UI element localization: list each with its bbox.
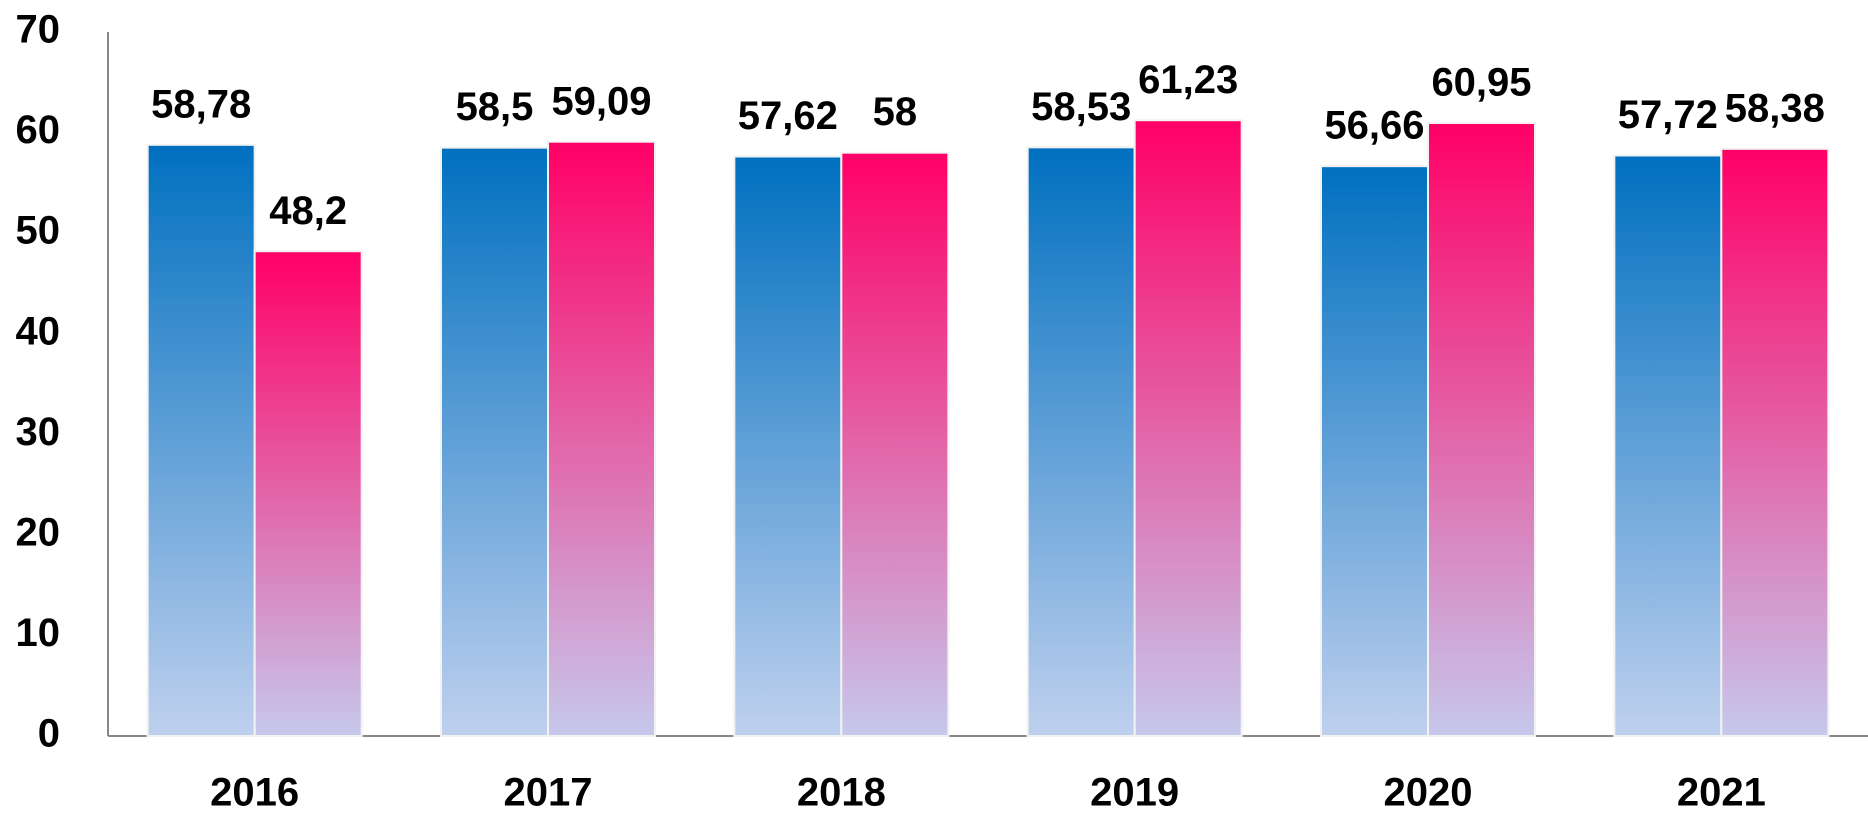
bar (840, 151, 950, 737)
x-tick-label: 2019 (1090, 771, 1179, 815)
bar (1427, 122, 1536, 737)
y-tick-label: 20 (16, 510, 61, 554)
bar (1720, 147, 1830, 737)
x-tick-label: 2020 (1384, 771, 1473, 815)
value-label: 61,23 (1138, 58, 1238, 102)
y-tick-label: 10 (16, 611, 61, 655)
value-label: 58,5 (456, 85, 534, 129)
value-label: 48,2 (269, 189, 347, 233)
bar (253, 250, 363, 737)
bar (146, 143, 256, 738)
value-label: 60,95 (1431, 61, 1531, 105)
x-tick-label: 2018 (797, 771, 886, 815)
x-tick-label: 2017 (504, 771, 593, 815)
y-tick-label: 30 (16, 410, 61, 454)
value-label: 58 (873, 90, 918, 134)
value-label: 58,53 (1031, 85, 1131, 129)
bar (1026, 146, 1136, 738)
value-label: 56,66 (1324, 104, 1424, 148)
bar (733, 155, 843, 737)
y-tick-label: 50 (16, 209, 61, 253)
x-tick-label: 2016 (210, 771, 299, 815)
y-tick-label: 40 (16, 309, 61, 353)
bar (1133, 119, 1243, 737)
bar (547, 140, 656, 737)
y-tick-label: 60 (16, 108, 61, 152)
y-tick-label: 0 (38, 712, 60, 756)
value-label: 57,72 (1618, 93, 1718, 137)
value-label: 58,78 (151, 82, 251, 126)
y-tick-label: 70 (16, 8, 61, 52)
value-label: 58,38 (1725, 86, 1825, 130)
bar (1320, 165, 1429, 737)
bar (440, 146, 549, 737)
value-label: 57,62 (738, 94, 838, 138)
bar (1613, 154, 1723, 737)
value-label: 59,09 (551, 79, 651, 123)
x-tick-label: 2021 (1677, 771, 1766, 815)
